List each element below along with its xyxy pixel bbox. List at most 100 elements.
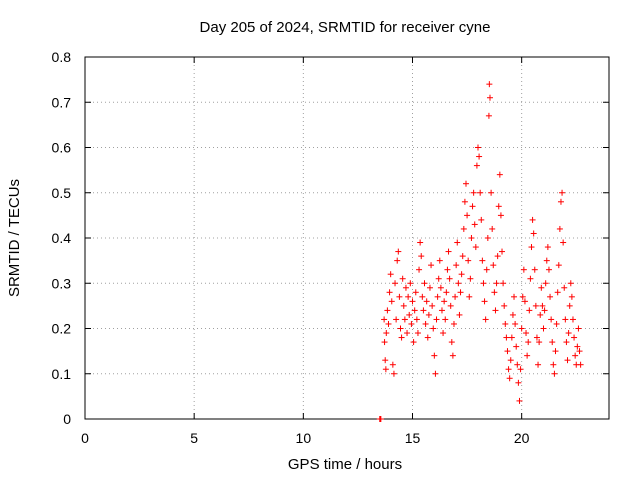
data-point	[377, 416, 384, 422]
data-point	[465, 257, 472, 264]
data-point	[471, 221, 478, 228]
data-point	[486, 81, 493, 88]
data-point	[393, 316, 400, 323]
data-point	[460, 225, 467, 232]
data-point	[576, 348, 583, 355]
data-point	[394, 257, 401, 264]
data-point	[402, 284, 409, 291]
data-point	[383, 330, 390, 337]
data-point	[541, 307, 548, 314]
data-point	[417, 239, 424, 246]
data-point	[447, 302, 454, 309]
data-point	[436, 257, 443, 264]
y-tick-label: 0.3	[52, 275, 72, 291]
data-point	[507, 357, 514, 364]
y-tick-label: 0.1	[52, 366, 72, 382]
data-point	[408, 320, 415, 327]
data-point	[496, 171, 503, 178]
data-point	[549, 339, 556, 346]
data-point	[518, 325, 525, 332]
data-point	[502, 320, 509, 327]
data-point	[418, 253, 425, 260]
data-point	[382, 357, 389, 364]
data-point	[423, 298, 430, 305]
x-axis-label: GPS time / hours	[288, 456, 402, 473]
data-point	[563, 339, 570, 346]
data-point	[440, 330, 447, 337]
data-points	[376, 81, 584, 422]
data-point	[461, 198, 468, 205]
data-point	[543, 257, 550, 264]
chart-title: Day 205 of 2024, SRMTID for receiver cyn…	[200, 19, 491, 36]
data-point	[514, 361, 521, 368]
data-point	[390, 370, 397, 377]
data-point	[530, 230, 537, 237]
data-point	[428, 262, 435, 269]
data-point	[483, 266, 490, 273]
data-point	[545, 266, 552, 273]
data-point	[412, 289, 419, 296]
data-point	[421, 280, 428, 287]
data-point	[489, 225, 496, 232]
data-point	[416, 266, 423, 273]
data-point	[526, 307, 533, 314]
data-point	[555, 262, 562, 269]
data-point	[527, 275, 534, 282]
data-point	[479, 257, 486, 264]
data-point	[505, 366, 512, 373]
data-point	[552, 348, 559, 355]
data-point	[539, 302, 546, 309]
data-point	[487, 94, 494, 101]
data-point	[387, 271, 394, 278]
data-point	[449, 352, 456, 359]
y-tick-label: 0.6	[52, 140, 72, 156]
data-point	[485, 112, 492, 119]
y-tick-label: 0.7	[52, 94, 72, 110]
data-point	[382, 366, 389, 373]
data-point	[445, 248, 452, 255]
y-tick-label: 0.2	[52, 321, 72, 337]
data-point	[537, 311, 544, 318]
data-point	[411, 307, 418, 314]
data-point	[384, 307, 391, 314]
data-point	[481, 298, 488, 305]
data-point	[395, 248, 402, 255]
data-point	[520, 266, 527, 273]
data-point	[456, 311, 463, 318]
data-point	[409, 298, 416, 305]
data-point	[431, 352, 438, 359]
data-point	[450, 320, 457, 327]
data-point	[548, 316, 555, 323]
data-point	[429, 302, 436, 309]
data-point	[561, 284, 568, 291]
data-point	[577, 361, 584, 368]
data-point	[556, 225, 563, 232]
data-point	[459, 253, 466, 260]
y-tick-label: 0	[63, 411, 71, 427]
data-point	[575, 325, 582, 332]
data-point	[567, 280, 574, 287]
data-point	[435, 275, 442, 282]
data-point	[444, 266, 451, 273]
data-point	[454, 239, 461, 246]
data-point	[458, 271, 465, 278]
data-point	[420, 307, 427, 314]
data-point	[399, 275, 406, 282]
data-point	[503, 334, 510, 341]
data-point	[426, 284, 433, 291]
data-point	[425, 311, 432, 318]
data-point	[550, 361, 557, 368]
data-point	[492, 307, 499, 314]
data-point	[494, 253, 501, 260]
data-point	[517, 366, 524, 373]
data-point	[560, 239, 567, 246]
data-point	[574, 343, 581, 350]
data-point	[513, 343, 520, 350]
data-point	[533, 334, 540, 341]
data-point	[523, 330, 530, 337]
data-point	[509, 311, 516, 318]
data-point	[491, 289, 498, 296]
data-point	[528, 244, 535, 251]
x-tick-label: 5	[190, 430, 198, 446]
